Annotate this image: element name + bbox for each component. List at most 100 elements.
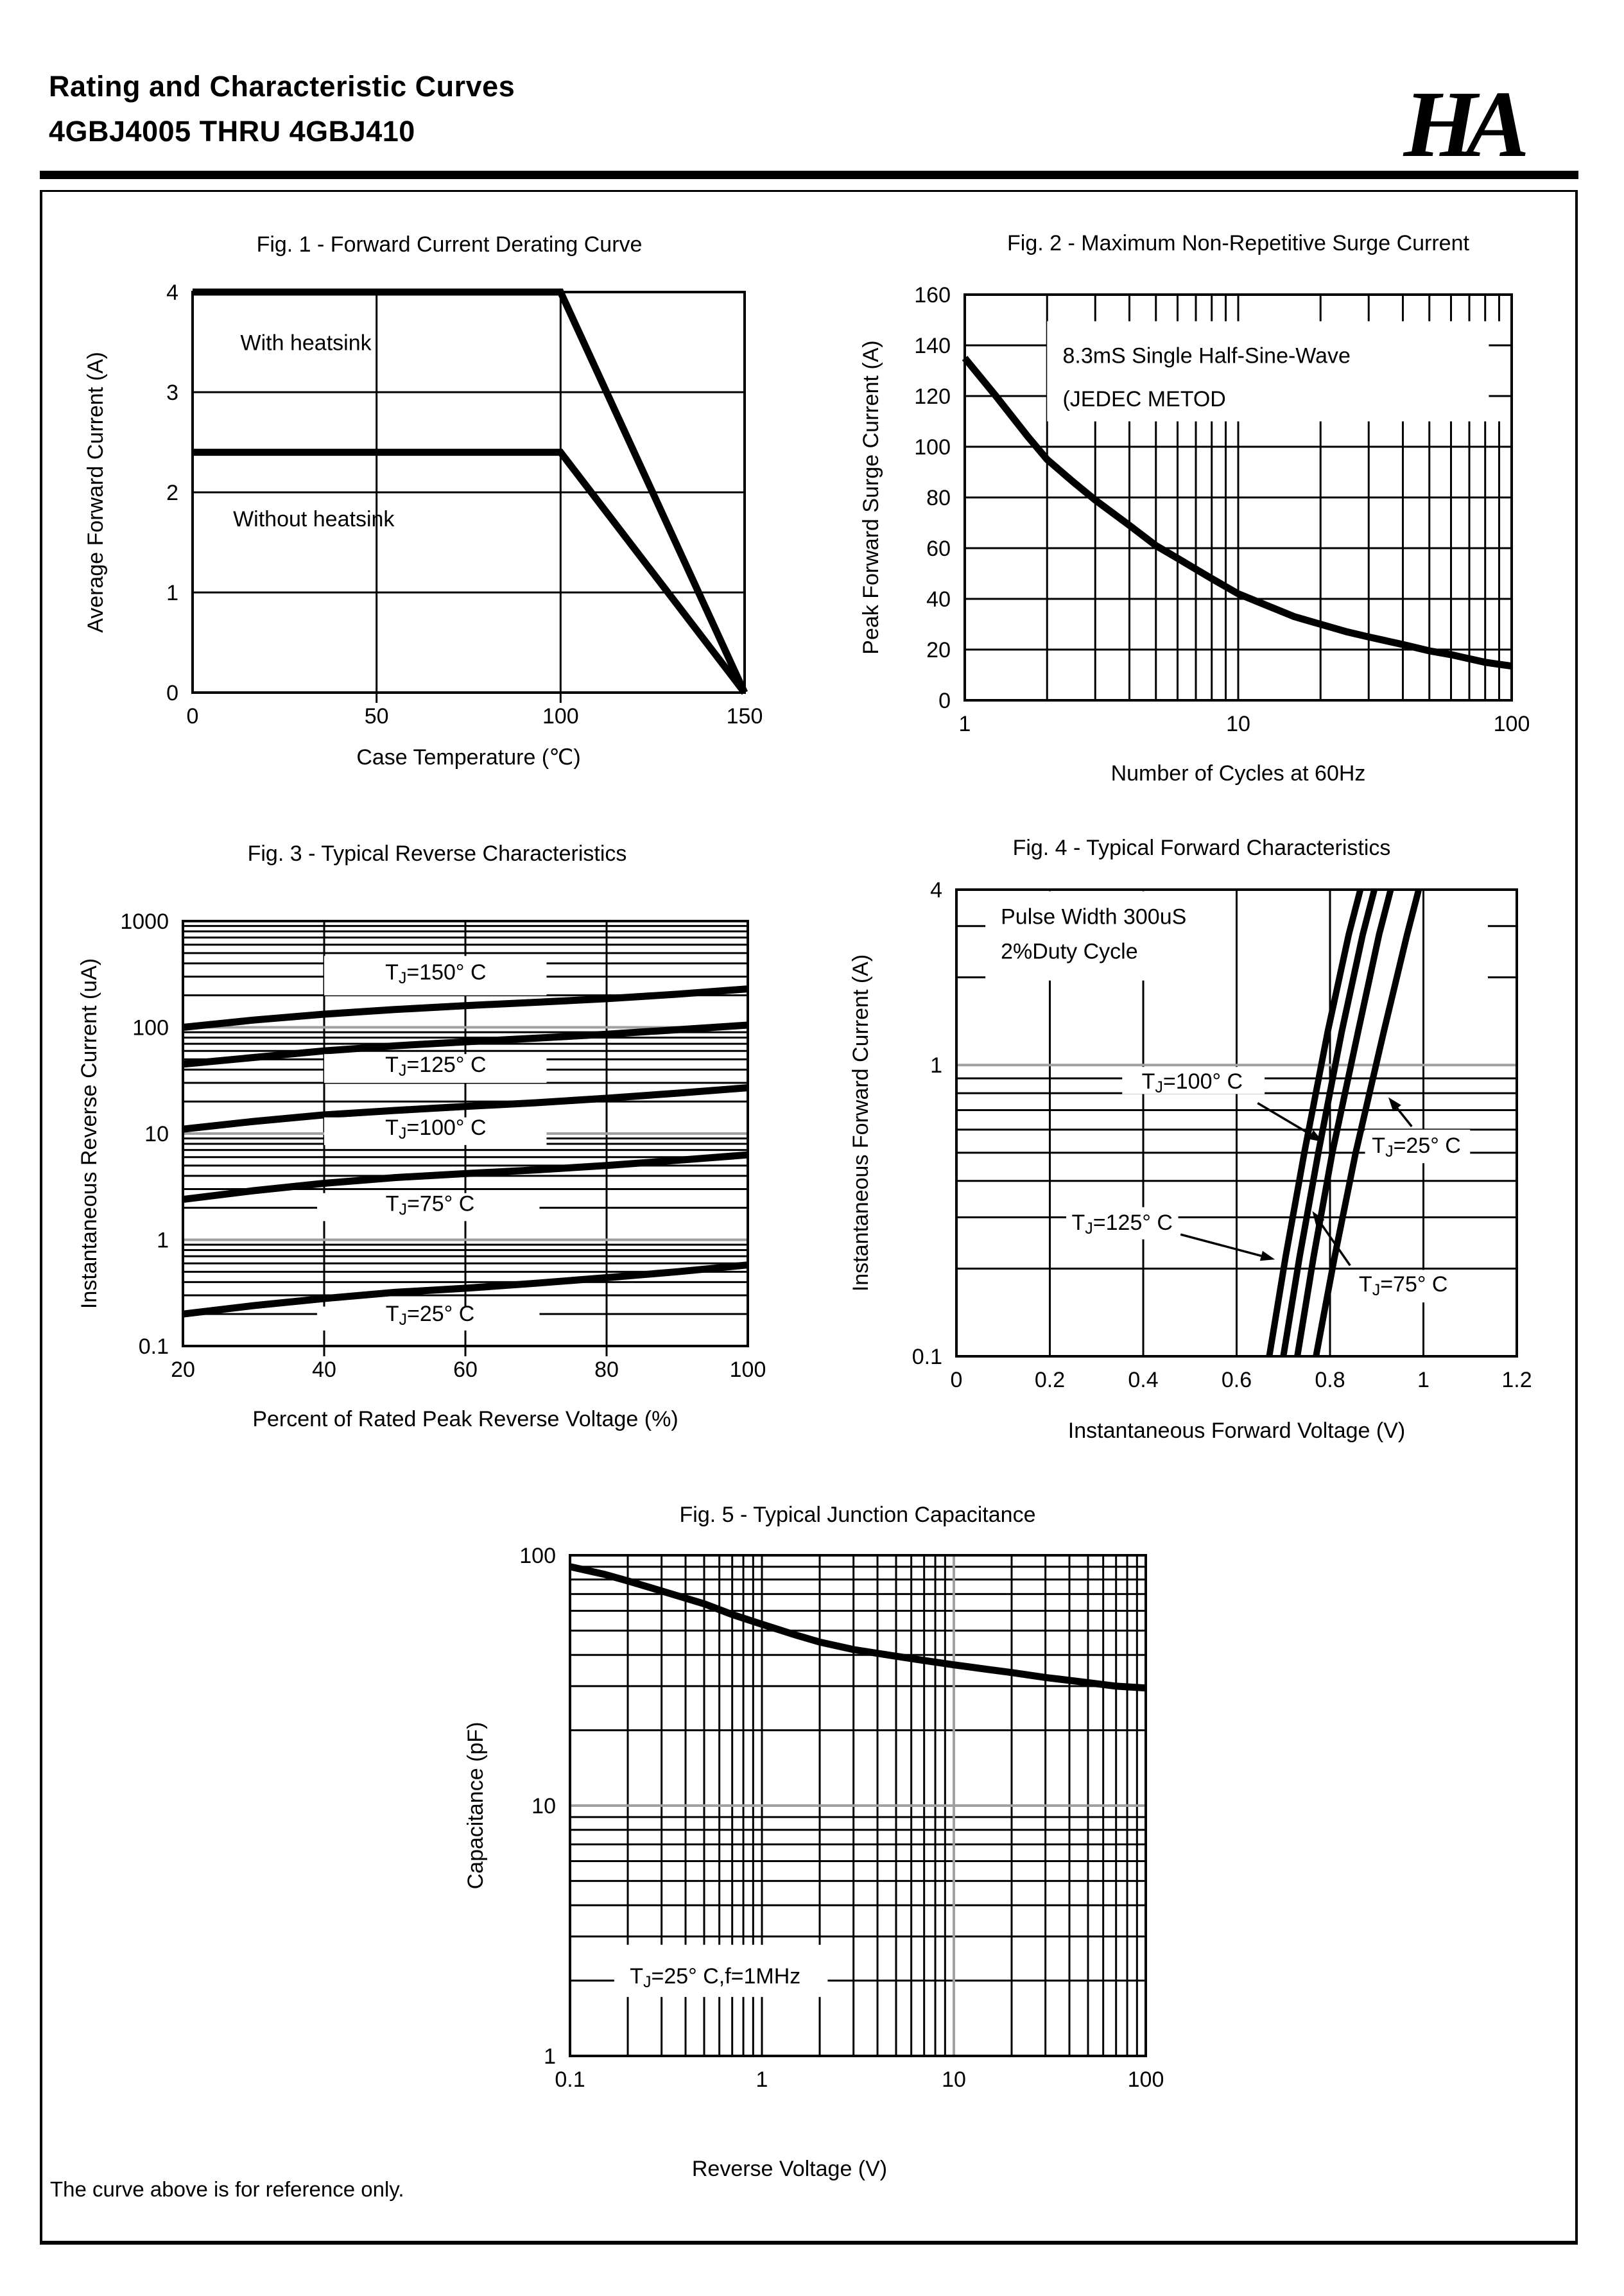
fig2-title: Fig. 2 - Maximum Non-Repetitive Surge Cu… <box>1007 231 1469 255</box>
fig4-x-tick: 0.6 <box>1222 1368 1252 1392</box>
fig1-y-tick: 4 <box>166 281 178 305</box>
fig1-x-axis-label: Case Temperature (℃) <box>356 745 580 770</box>
fig5-x-tick: 1 <box>756 2067 768 2092</box>
fig3-x-tick: 60 <box>453 1358 478 1382</box>
fig5-y-tick: 100 <box>519 1544 556 1568</box>
fig1-title: Fig. 1 - Forward Current Derating Curve <box>257 232 643 257</box>
fig2-plot-border <box>963 293 1513 702</box>
fig5-x-axis-label: Reverse Voltage (V) <box>692 2157 887 2181</box>
fig1-x-tick: 50 <box>365 704 389 729</box>
fig1-curve-without-heatsink <box>193 449 748 695</box>
fig5-x-tick: 10 <box>942 2067 966 2092</box>
fig5-grid <box>570 1555 1146 2056</box>
header-rule <box>40 171 1578 179</box>
fig3-annotation-label: TJ=75° C <box>386 1192 475 1219</box>
fig2-x-tick: 10 <box>1226 712 1250 736</box>
fig3-annotation-label: TJ=125° C <box>385 1053 486 1080</box>
fig4-title: Fig. 4 - Typical Forward Characteristics <box>1013 836 1391 860</box>
fig1-y-tick: 2 <box>166 481 178 505</box>
fig4-label-box <box>1351 1270 1456 1303</box>
fig2-y-tick: 160 <box>914 283 951 307</box>
fig4-annotation-label: TJ=75° C <box>1359 1272 1448 1299</box>
fig3-label-box <box>324 1117 547 1145</box>
fig5-label-box <box>614 1944 828 1998</box>
fig5-x-tick: 0.1 <box>555 2067 585 2092</box>
fig5-series <box>569 1563 1146 1692</box>
fig4-arrowhead <box>1259 1250 1275 1261</box>
fig2-x-tick: 100 <box>1494 712 1530 736</box>
fig4-curve-tj-100-c <box>1280 888 1378 1357</box>
fig3-y-tick: 1 <box>157 1229 169 1253</box>
fig3-y-tick: 1000 <box>120 910 169 934</box>
fig3-label-box <box>324 956 547 996</box>
fig1-annotation-label: Without heatsink <box>233 507 395 531</box>
fig5-curve-junction-capacitance <box>569 1563 1146 1692</box>
fig3-annotation-label: TJ=25° C <box>386 1302 475 1329</box>
fig4-x-tick: 0.8 <box>1315 1368 1345 1392</box>
fig5-x-tick: 100 <box>1128 2067 1164 2092</box>
fig3-x-axis-label: Percent of Rated Peak Reverse Voltage (%… <box>252 1407 678 1431</box>
fig5-plot-border <box>569 1554 1147 2057</box>
fig3-label-box <box>317 1306 540 1331</box>
fig3-x-tick: 40 <box>312 1358 336 1382</box>
fig2-x-tick: 1 <box>959 712 971 736</box>
fig3-curve-tj-150-c <box>182 985 748 1031</box>
fig4-curve-tj-25-c <box>1313 888 1422 1357</box>
fig3-plot-border <box>182 920 749 1347</box>
fig1-x-tick: 150 <box>727 704 763 729</box>
fig1-x-tick: 100 <box>542 704 579 729</box>
fig3-series <box>182 985 748 1318</box>
fig2-y-tick: 60 <box>926 537 951 561</box>
fig1-y-tick: 1 <box>166 581 178 605</box>
fig3-curve-tj-100-c <box>182 1084 748 1133</box>
fig3-y-tick: 0.1 <box>139 1334 169 1359</box>
fig3-y-axis-label: Instantaneous Reverse Current (uA) <box>77 958 101 1309</box>
fig2-annotation-label: 8.3mS Single Half-Sine-Wave <box>1062 344 1350 368</box>
fig4-plot-border <box>955 888 1518 1358</box>
fig4-x-tick: 0.2 <box>1035 1368 1065 1392</box>
fig3-chart: TJ=150° C TJ=125° C TJ=100° C TJ=75° C TJ=25… <box>77 842 766 1431</box>
fig4-x-tick: 1.2 <box>1501 1368 1532 1392</box>
fig2-x-axis-label: Number of Cycles at 60Hz <box>1111 761 1366 786</box>
fig2-curve-8-3ms-single-half-sine-wave-surge <box>962 356 1512 670</box>
fig2-y-axis-label: Peak Forward Surge Current (A) <box>859 340 883 654</box>
fig3-y-tick: 100 <box>132 1016 169 1040</box>
fig4-label-box <box>1365 1129 1471 1164</box>
fig4-x-axis-label: Instantaneous Forward Voltage (V) <box>1068 1419 1405 1443</box>
fig3-x-tick: 20 <box>171 1358 195 1382</box>
fig3-curve-tj-25-c <box>182 1261 748 1318</box>
fig2-y-tick: 40 <box>926 587 951 612</box>
fig4-x-tick: 0 <box>951 1368 963 1392</box>
fig4-x-tick: 0.4 <box>1128 1368 1158 1392</box>
fig4-curve-tj-75-c <box>1294 888 1394 1357</box>
fig4-y-tick: 0.1 <box>912 1345 942 1369</box>
fig1-tick-labels: 0 50 100 150 0 1 2 3 4 <box>166 281 763 729</box>
fig4-label-box <box>1066 1207 1179 1239</box>
fig4-label-box <box>1122 1067 1265 1094</box>
fig4-arrowhead <box>1308 1130 1324 1142</box>
fig5-annotation-label: TJ=25° C,f=1MHz <box>630 1964 800 1991</box>
fig3-x-tick: 100 <box>730 1358 766 1382</box>
fig3-title: Fig. 3 - Typical Reverse Characteristics <box>248 842 627 866</box>
fig5-annotations: TJ=25° C,f=1MHz <box>614 1944 828 1998</box>
fig3-curve-tj-75-c <box>182 1151 748 1204</box>
fig2-y-tick: 0 <box>938 689 951 713</box>
fig2-chart: 8.3mS Single Half-Sine-Wave (JEDEC METOD 1… <box>859 231 1530 786</box>
fig3-curve-tj-125-c <box>182 1021 748 1068</box>
fig2-annotation-label: (JEDEC METOD <box>1062 387 1225 411</box>
footer-note: The curve above is for reference only. <box>50 2177 404 2201</box>
fig2-tick-labels: 1 10 100 0 20 40 60 80 100 120 140 160 <box>914 283 1530 736</box>
fig2-y-tick: 80 <box>926 486 951 510</box>
page-title-line1: Rating and Characteristic Curves <box>49 70 515 103</box>
fig1-annotations: With heatsink Without heatsink <box>233 331 395 531</box>
fig5-y-tick: 10 <box>531 1794 556 1818</box>
fig4-annotation-label: TJ=125° C <box>1072 1211 1173 1238</box>
fig2-y-tick: 120 <box>914 384 951 409</box>
fig2-y-tick: 140 <box>914 334 951 358</box>
fig1-y-tick: 0 <box>166 681 178 705</box>
fig1-plot-border <box>191 291 746 694</box>
fig3-annotation-label: TJ=150° C <box>385 960 486 987</box>
